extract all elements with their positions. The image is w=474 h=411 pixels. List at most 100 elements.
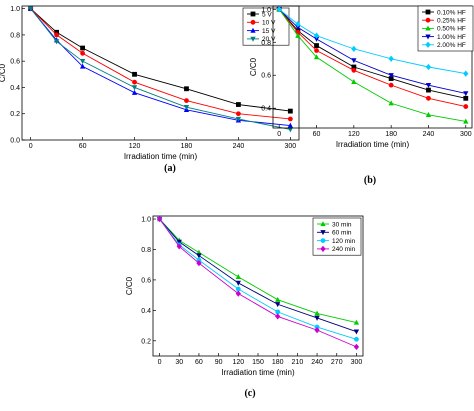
- y-tick-label: 0.8: [10, 32, 20, 39]
- data-point: [313, 32, 320, 39]
- y-tick-label: 0.6: [261, 73, 271, 80]
- data-point: [131, 85, 138, 91]
- data-point: [426, 95, 431, 101]
- series-2: [156, 216, 360, 335]
- plot-frame: [21, 5, 300, 141]
- panel-label: (c): [244, 388, 255, 399]
- x-tick-label: 60: [79, 143, 87, 150]
- data-point: [463, 70, 469, 77]
- data-point: [463, 91, 469, 97]
- data-point: [351, 67, 357, 73]
- legend-marker: [320, 230, 326, 236]
- series-4: [28, 6, 293, 133]
- data-point: [388, 82, 394, 88]
- data-point: [463, 95, 469, 101]
- data-point: [351, 58, 357, 64]
- panel-label: (a): [164, 163, 176, 174]
- data-point: [235, 273, 241, 280]
- x-tick-label: 150: [252, 359, 264, 366]
- y-tick-label: 0.4: [141, 308, 151, 315]
- data-point: [275, 313, 281, 320]
- x-axis-label: Irradiation time (min): [221, 368, 295, 377]
- legend: 0.10% HF 0.25% HF0.50% HF1.00% HF2.00% HF: [417, 5, 474, 52]
- panel-label: (b): [364, 175, 376, 186]
- x-tick-label: 270: [331, 359, 343, 366]
- series-2: [276, 6, 469, 109]
- legend-entry: 120 min: [332, 238, 356, 245]
- data-point: [54, 32, 60, 38]
- legend-entry: 0.50% HF: [437, 26, 466, 33]
- x-tick-label: 90: [215, 359, 223, 366]
- data-point: [176, 239, 182, 245]
- data-point: [314, 43, 319, 48]
- data-point: [132, 71, 137, 77]
- legend-entry: 60 min: [332, 230, 352, 237]
- legend-marker: [425, 25, 431, 31]
- data-point: [80, 45, 85, 51]
- data-point: [351, 64, 357, 70]
- y-tick-label: 1.0: [261, 7, 271, 14]
- x-tick-label: 180: [272, 359, 284, 366]
- data-point: [236, 102, 241, 107]
- data-point: [235, 286, 241, 292]
- data-point: [80, 50, 85, 56]
- legend-entry: 10 V: [262, 20, 276, 27]
- data-point: [132, 79, 137, 85]
- y-tick-label: 0.8: [261, 40, 271, 47]
- data-point: [196, 253, 202, 259]
- legend-marker: [250, 11, 256, 17]
- data-point: [235, 280, 241, 286]
- legend-marker: [425, 34, 431, 40]
- plot-frame: [272, 5, 473, 129]
- data-point: [79, 59, 86, 65]
- data-point: [275, 309, 281, 315]
- x-tick-label: 180: [181, 143, 193, 150]
- data-point: [353, 319, 360, 325]
- x-tick-label: 240: [311, 359, 323, 366]
- data-point: [314, 310, 320, 316]
- legend-marker: [250, 19, 256, 25]
- legend-marker: [425, 9, 431, 15]
- x-tick-label: 60: [313, 131, 321, 138]
- x-axis-label: Irradiation time (min): [336, 140, 410, 149]
- data-point: [425, 111, 432, 117]
- y-axis-label: C/C0: [0, 63, 7, 82]
- data-point: [388, 73, 394, 79]
- data-point: [287, 122, 293, 128]
- data-point: [276, 6, 282, 13]
- data-point: [287, 108, 293, 114]
- chart-panel-1: 0 60 120 180 240 300 0.0 0.2 0.4 0.6 0.8 1.0 Irradia…: [0, 5, 300, 174]
- data-point: [354, 336, 359, 342]
- data-point: [54, 29, 60, 35]
- legend-entry: 20 V: [262, 36, 276, 43]
- legend-entry: 30 min: [332, 221, 352, 228]
- x-tick-label: 30: [175, 359, 183, 366]
- legend-entry: 1.00% HF: [437, 34, 466, 41]
- x-tick-label: 300: [351, 359, 363, 366]
- series-5: [276, 6, 469, 77]
- x-tick-label: 0: [158, 359, 162, 366]
- series-4: [156, 215, 360, 350]
- x-tick-label: 120: [129, 143, 141, 150]
- data-point: [295, 25, 301, 31]
- legend-entry: 240 min: [332, 246, 356, 253]
- data-point: [196, 260, 202, 267]
- chart-panel-3: 0 30 60 90 120 150 180 210 240 270 300 0.2 0.4 0.6 0.8…: [125, 215, 364, 399]
- legend-entry: 15 V: [262, 28, 276, 35]
- y-tick-label: 0.0: [10, 138, 20, 145]
- x-tick-label: 300: [285, 143, 297, 150]
- x-tick-label: 240: [233, 143, 245, 150]
- data-point: [388, 76, 394, 81]
- legend-entry: 0.25% HF: [437, 18, 466, 25]
- data-point: [295, 21, 301, 28]
- y-tick-label: 0.2: [141, 338, 151, 345]
- x-tick-label: 240: [423, 131, 435, 138]
- data-point: [156, 215, 163, 223]
- x-tick-label: 210: [292, 359, 304, 366]
- legend-marker: [250, 36, 256, 42]
- data-point: [353, 343, 360, 350]
- data-point: [176, 243, 182, 250]
- data-point: [314, 327, 320, 334]
- data-point: [295, 32, 301, 38]
- data-point: [388, 100, 394, 106]
